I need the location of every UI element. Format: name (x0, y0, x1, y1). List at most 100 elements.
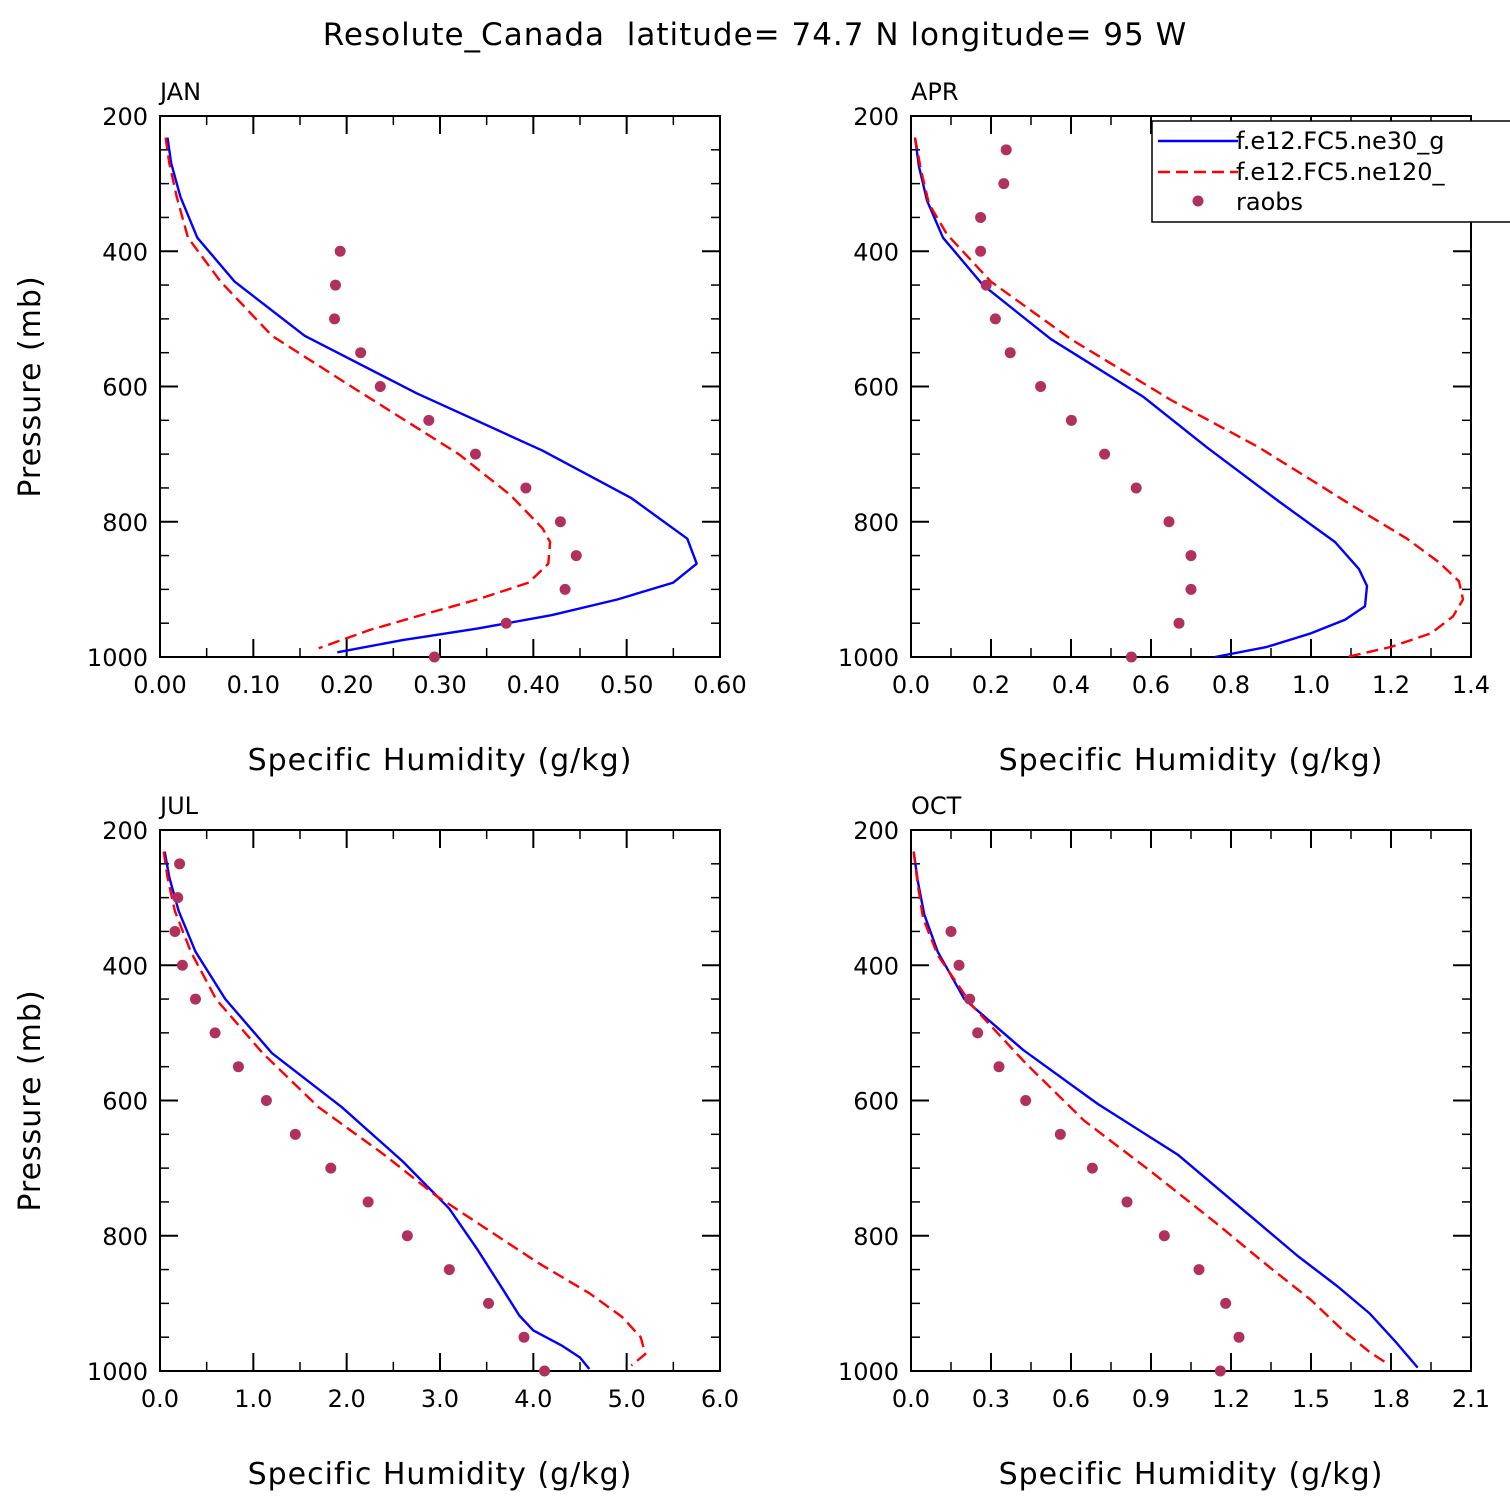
x-tick-label: 3.0 (421, 1385, 459, 1413)
raobs-point (980, 279, 992, 291)
panel-label-jan: JAN (158, 78, 201, 106)
x-tick-label: 0.0 (892, 671, 930, 699)
raobs-point (260, 1095, 272, 1106)
x-tick-label: 1.0 (234, 1385, 272, 1413)
y-tick-label: 200 (102, 103, 148, 131)
raobs-point (972, 1027, 984, 1039)
raobs-point (176, 959, 188, 971)
x-tick-label: 0.8 (1212, 671, 1250, 699)
panel-jul: JUL 0.0 1.0 2.0 3.0 4.0 5.0 6.0 200 400 600 800 1000… (13, 792, 739, 1492)
x-tick-label: 6.0 (701, 1385, 739, 1413)
raobs-point (1185, 550, 1197, 562)
series-ne120-line-jan (164, 137, 552, 650)
x-tick-label: 0.50 (600, 671, 653, 699)
raobs-point (1054, 1128, 1066, 1140)
y-tick-label: 600 (102, 1088, 148, 1116)
raobs-point (1000, 144, 1012, 156)
series-ne30-line-jul (163, 851, 591, 1370)
x-axis-label-oct: Specific Humidity (g/kg) (999, 1457, 1384, 1492)
x-axis-label-apr: Specific Humidity (g/kg) (999, 743, 1384, 778)
raobs-point (1065, 414, 1077, 426)
x-tick-label: 1.8 (1372, 1385, 1410, 1413)
y-tick-label: 600 (102, 374, 148, 402)
x-axis-label-jan: Specific Humidity (g/kg) (248, 743, 633, 778)
raobs-point (329, 279, 341, 291)
raobs-point (209, 1027, 221, 1039)
raobs-point (1035, 381, 1047, 392)
raobs-point (189, 993, 201, 1005)
x-tick-label: 0.6 (1132, 671, 1170, 699)
y-tick-label: 1000 (838, 1358, 899, 1386)
raobs-point (1125, 651, 1137, 663)
raobs-point (1130, 482, 1142, 494)
x-tick-label: 0.40 (507, 671, 560, 699)
x-tick-label: 0.00 (133, 671, 186, 699)
x-axis-label-jul: Specific Humidity (g/kg) (248, 1457, 633, 1492)
raobs-point (554, 516, 566, 528)
raobs-point (975, 211, 987, 223)
raobs-point (1004, 347, 1016, 359)
raobs-point (325, 1162, 337, 1174)
legend-label-ne30: f.e12.FC5.ne30_g (1236, 127, 1444, 155)
y-tick-label: 600 (853, 374, 899, 402)
x-tick-label: 1.0 (1292, 671, 1330, 699)
x-tick-label: 0.3 (972, 1385, 1010, 1413)
raobs-point (975, 245, 987, 257)
raobs-point (989, 313, 1001, 325)
series-ne120-line-apr (913, 137, 1465, 659)
raobs-point (334, 245, 346, 257)
raobs-point (953, 959, 965, 971)
raobs-point (329, 313, 341, 325)
y-tick-label: 800 (853, 509, 899, 537)
x-tick-label: 4.0 (514, 1385, 552, 1413)
raobs-point (1220, 1297, 1232, 1309)
y-tick-label: 400 (853, 952, 899, 980)
raobs-point (993, 1061, 1005, 1073)
series-raobs-jul (169, 858, 551, 1377)
raobs-point (539, 1365, 551, 1377)
legend-box (1151, 120, 1510, 223)
x-tick-label: 0.10 (227, 671, 280, 699)
x-tick-label: 1.2 (1212, 1385, 1250, 1413)
raobs-point (483, 1297, 495, 1309)
legend-label-ne120: f.e12.FC5.ne120_ (1236, 158, 1446, 186)
x-tick-label: 0.30 (413, 671, 466, 699)
raobs-point (289, 1128, 301, 1140)
y-tick-label: 600 (853, 1088, 899, 1116)
x-tick-label: 0.2 (972, 671, 1010, 699)
raobs-point (1121, 1196, 1133, 1208)
x-tick-label: 0.20 (320, 671, 373, 699)
x-tick-label: 1.2 (1372, 671, 1410, 699)
raobs-point (1193, 1264, 1205, 1276)
y-tick-label: 800 (102, 1223, 148, 1251)
x-tick-label: 1.4 (1452, 671, 1490, 699)
raobs-point (1214, 1365, 1226, 1377)
figure-title: Resolute_Canada latitude= 74.7 N longitu… (323, 17, 1188, 53)
raobs-point (998, 178, 1010, 190)
y-tick-label: 400 (853, 238, 899, 266)
raobs-point (1185, 583, 1197, 595)
raobs-point (355, 347, 367, 359)
raobs-point (469, 448, 481, 460)
series-raobs-jan (329, 245, 582, 663)
raobs-point (964, 993, 976, 1005)
x-tick-label: 2.0 (328, 1385, 366, 1413)
raobs-point (570, 550, 582, 562)
series-ne30-line-jan (166, 137, 698, 654)
y-tick-label: 200 (853, 103, 899, 131)
raobs-point (518, 1331, 530, 1343)
raobs-point (520, 482, 532, 494)
panel-label-apr: APR (911, 78, 959, 106)
y-axis-label-jul: Pressure (mb) (13, 989, 48, 1211)
raobs-point (1158, 1230, 1170, 1242)
raobs-point (374, 381, 386, 392)
raobs-point (232, 1061, 244, 1073)
y-tick-label: 200 (102, 817, 148, 845)
raobs-point (401, 1230, 413, 1242)
x-tick-label: 0.4 (1052, 671, 1090, 699)
raobs-point (1173, 617, 1185, 629)
x-tick-label: 0.60 (693, 671, 746, 699)
y-tick-label: 1000 (87, 644, 148, 672)
panel-oct: OCT 0.0 0.3 0.6 0.9 1.2 1.5 1.8 2.1 200 400 600 800 1… (838, 792, 1490, 1492)
raobs-point (169, 925, 181, 937)
